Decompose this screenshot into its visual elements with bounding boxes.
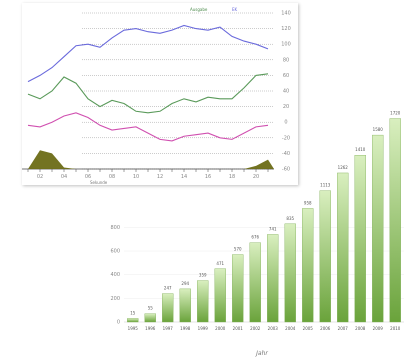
bar-value-label: 1410 bbox=[355, 147, 366, 152]
bar-value-label: 1113 bbox=[320, 183, 331, 188]
bar-x-tick-label: 2006 bbox=[320, 326, 331, 331]
bar-value-label: 835 bbox=[286, 216, 294, 221]
bar bbox=[267, 234, 279, 323]
bar-value-label: 294 bbox=[181, 281, 189, 286]
bar bbox=[302, 208, 314, 323]
line-right-tick-label: 20 bbox=[283, 104, 289, 110]
line-right-tick-label: 140 bbox=[281, 11, 291, 17]
bar bbox=[214, 268, 226, 323]
line-x-tick-label: 04 bbox=[61, 174, 67, 180]
bar-value-label: 1580 bbox=[373, 127, 384, 132]
line-right-tick-label: 120 bbox=[281, 26, 291, 32]
line-x-tick-label: 06 bbox=[85, 174, 91, 180]
line-x-tick-label: 10 bbox=[133, 174, 139, 180]
bar-x-tick-label: 2003 bbox=[268, 326, 279, 331]
line-right-tick-label: -20 bbox=[282, 135, 290, 141]
bar-x-tick-label: 2008 bbox=[355, 326, 366, 331]
bar-y-tick-label: 800 bbox=[110, 225, 120, 231]
bar-x-tick-label: 2009 bbox=[373, 326, 384, 331]
line-x-tick-label: 02 bbox=[37, 174, 43, 180]
bar-value-label: 55 bbox=[148, 306, 154, 311]
line-legend-right: EK bbox=[232, 7, 238, 12]
line-x-tick-label: 12 bbox=[157, 174, 163, 180]
line-x-tick-label: 08 bbox=[109, 174, 115, 180]
bar-value-label: 741 bbox=[269, 226, 277, 231]
bar-x-tick-label: 2000 bbox=[215, 326, 226, 331]
line-series bbox=[27, 24, 269, 83]
bar-x-tick-label: 1997 bbox=[163, 326, 174, 331]
line-x-tick-label: 16 bbox=[205, 174, 211, 180]
bar-x-tick-label: 2002 bbox=[250, 326, 261, 331]
bar bbox=[197, 280, 209, 323]
bar-value-label: 247 bbox=[164, 286, 172, 291]
bar-x-tick-label: 2001 bbox=[233, 326, 244, 331]
line-x-tick-label: 14 bbox=[181, 174, 187, 180]
bar bbox=[284, 223, 296, 323]
line-right-tick-label: 40 bbox=[283, 89, 289, 95]
bar bbox=[319, 190, 331, 323]
bar bbox=[127, 318, 139, 323]
bar bbox=[372, 134, 384, 323]
bar-x-tick-label: 2005 bbox=[303, 326, 314, 331]
bar-x-tick-label: 1998 bbox=[180, 326, 191, 331]
bar-value-label: 471 bbox=[216, 261, 224, 266]
bar bbox=[354, 155, 366, 323]
bar-x-tick-label: 1996 bbox=[145, 326, 156, 331]
bar-value-label: 958 bbox=[304, 200, 312, 205]
line-right-tick-label: -60 bbox=[282, 167, 290, 173]
bar-y-tick-label: 0 bbox=[117, 320, 120, 326]
line-right-tick-label: 60 bbox=[283, 73, 289, 79]
line-x-tick-label: 18 bbox=[229, 174, 235, 180]
bar-x-tick-label: 1999 bbox=[198, 326, 209, 331]
bar-x-tick-label: 2010 bbox=[390, 326, 401, 331]
line-x-tick-label: 20 bbox=[253, 174, 259, 180]
bar-value-label: 359 bbox=[199, 273, 207, 278]
bar-value-label: 1720 bbox=[390, 111, 401, 116]
line-right-tick-label: 80 bbox=[283, 57, 289, 63]
line-chart: 02 04 06 08 10 12 14 16 18 20 140 120 100 80 60 40 20 0 -… bbox=[22, 7, 291, 185]
bar-x-tick-label: 1995 bbox=[128, 326, 139, 331]
line-right-tick-label: 100 bbox=[281, 42, 291, 48]
bar-y-tick-label: 200 bbox=[110, 296, 120, 302]
line-legend-left: Ausgabe bbox=[190, 7, 208, 12]
line-chart-panel: 02 04 06 08 10 12 14 16 18 20 140 120 100 80 60 40 20 0 -… bbox=[22, 3, 298, 185]
bar bbox=[389, 118, 401, 323]
line-right-tick-label: -40 bbox=[282, 151, 290, 157]
bar bbox=[162, 293, 174, 323]
bar-x-tick-label: 2007 bbox=[338, 326, 349, 331]
line-area-series bbox=[22, 150, 274, 169]
line-right-tick-label: 0 bbox=[284, 120, 287, 126]
bar-value-label: 570 bbox=[234, 247, 242, 252]
bar bbox=[337, 172, 349, 323]
bar-value-label: 1262 bbox=[338, 165, 349, 170]
bar-x-axis-title: Jahr bbox=[255, 350, 268, 357]
bar bbox=[144, 313, 156, 323]
line-series bbox=[27, 73, 269, 114]
bar bbox=[232, 254, 244, 323]
bar-value-label: 15 bbox=[130, 310, 136, 315]
bar bbox=[179, 288, 191, 323]
bar-x-tick-label: 2004 bbox=[285, 326, 296, 331]
bar-y-tick-label: 600 bbox=[110, 249, 120, 255]
line-series bbox=[27, 112, 269, 142]
bar-value-label: 676 bbox=[251, 235, 259, 240]
bar bbox=[249, 242, 261, 323]
bar-y-tick-label: 400 bbox=[110, 272, 120, 278]
line-x-caption: Sekunde bbox=[90, 180, 108, 185]
